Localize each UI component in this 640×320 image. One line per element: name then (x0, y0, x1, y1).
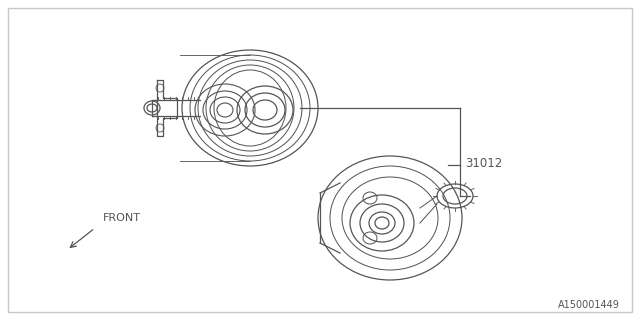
Text: A150001449: A150001449 (558, 300, 620, 310)
Text: FRONT: FRONT (103, 213, 141, 223)
Text: 31012: 31012 (465, 156, 502, 170)
